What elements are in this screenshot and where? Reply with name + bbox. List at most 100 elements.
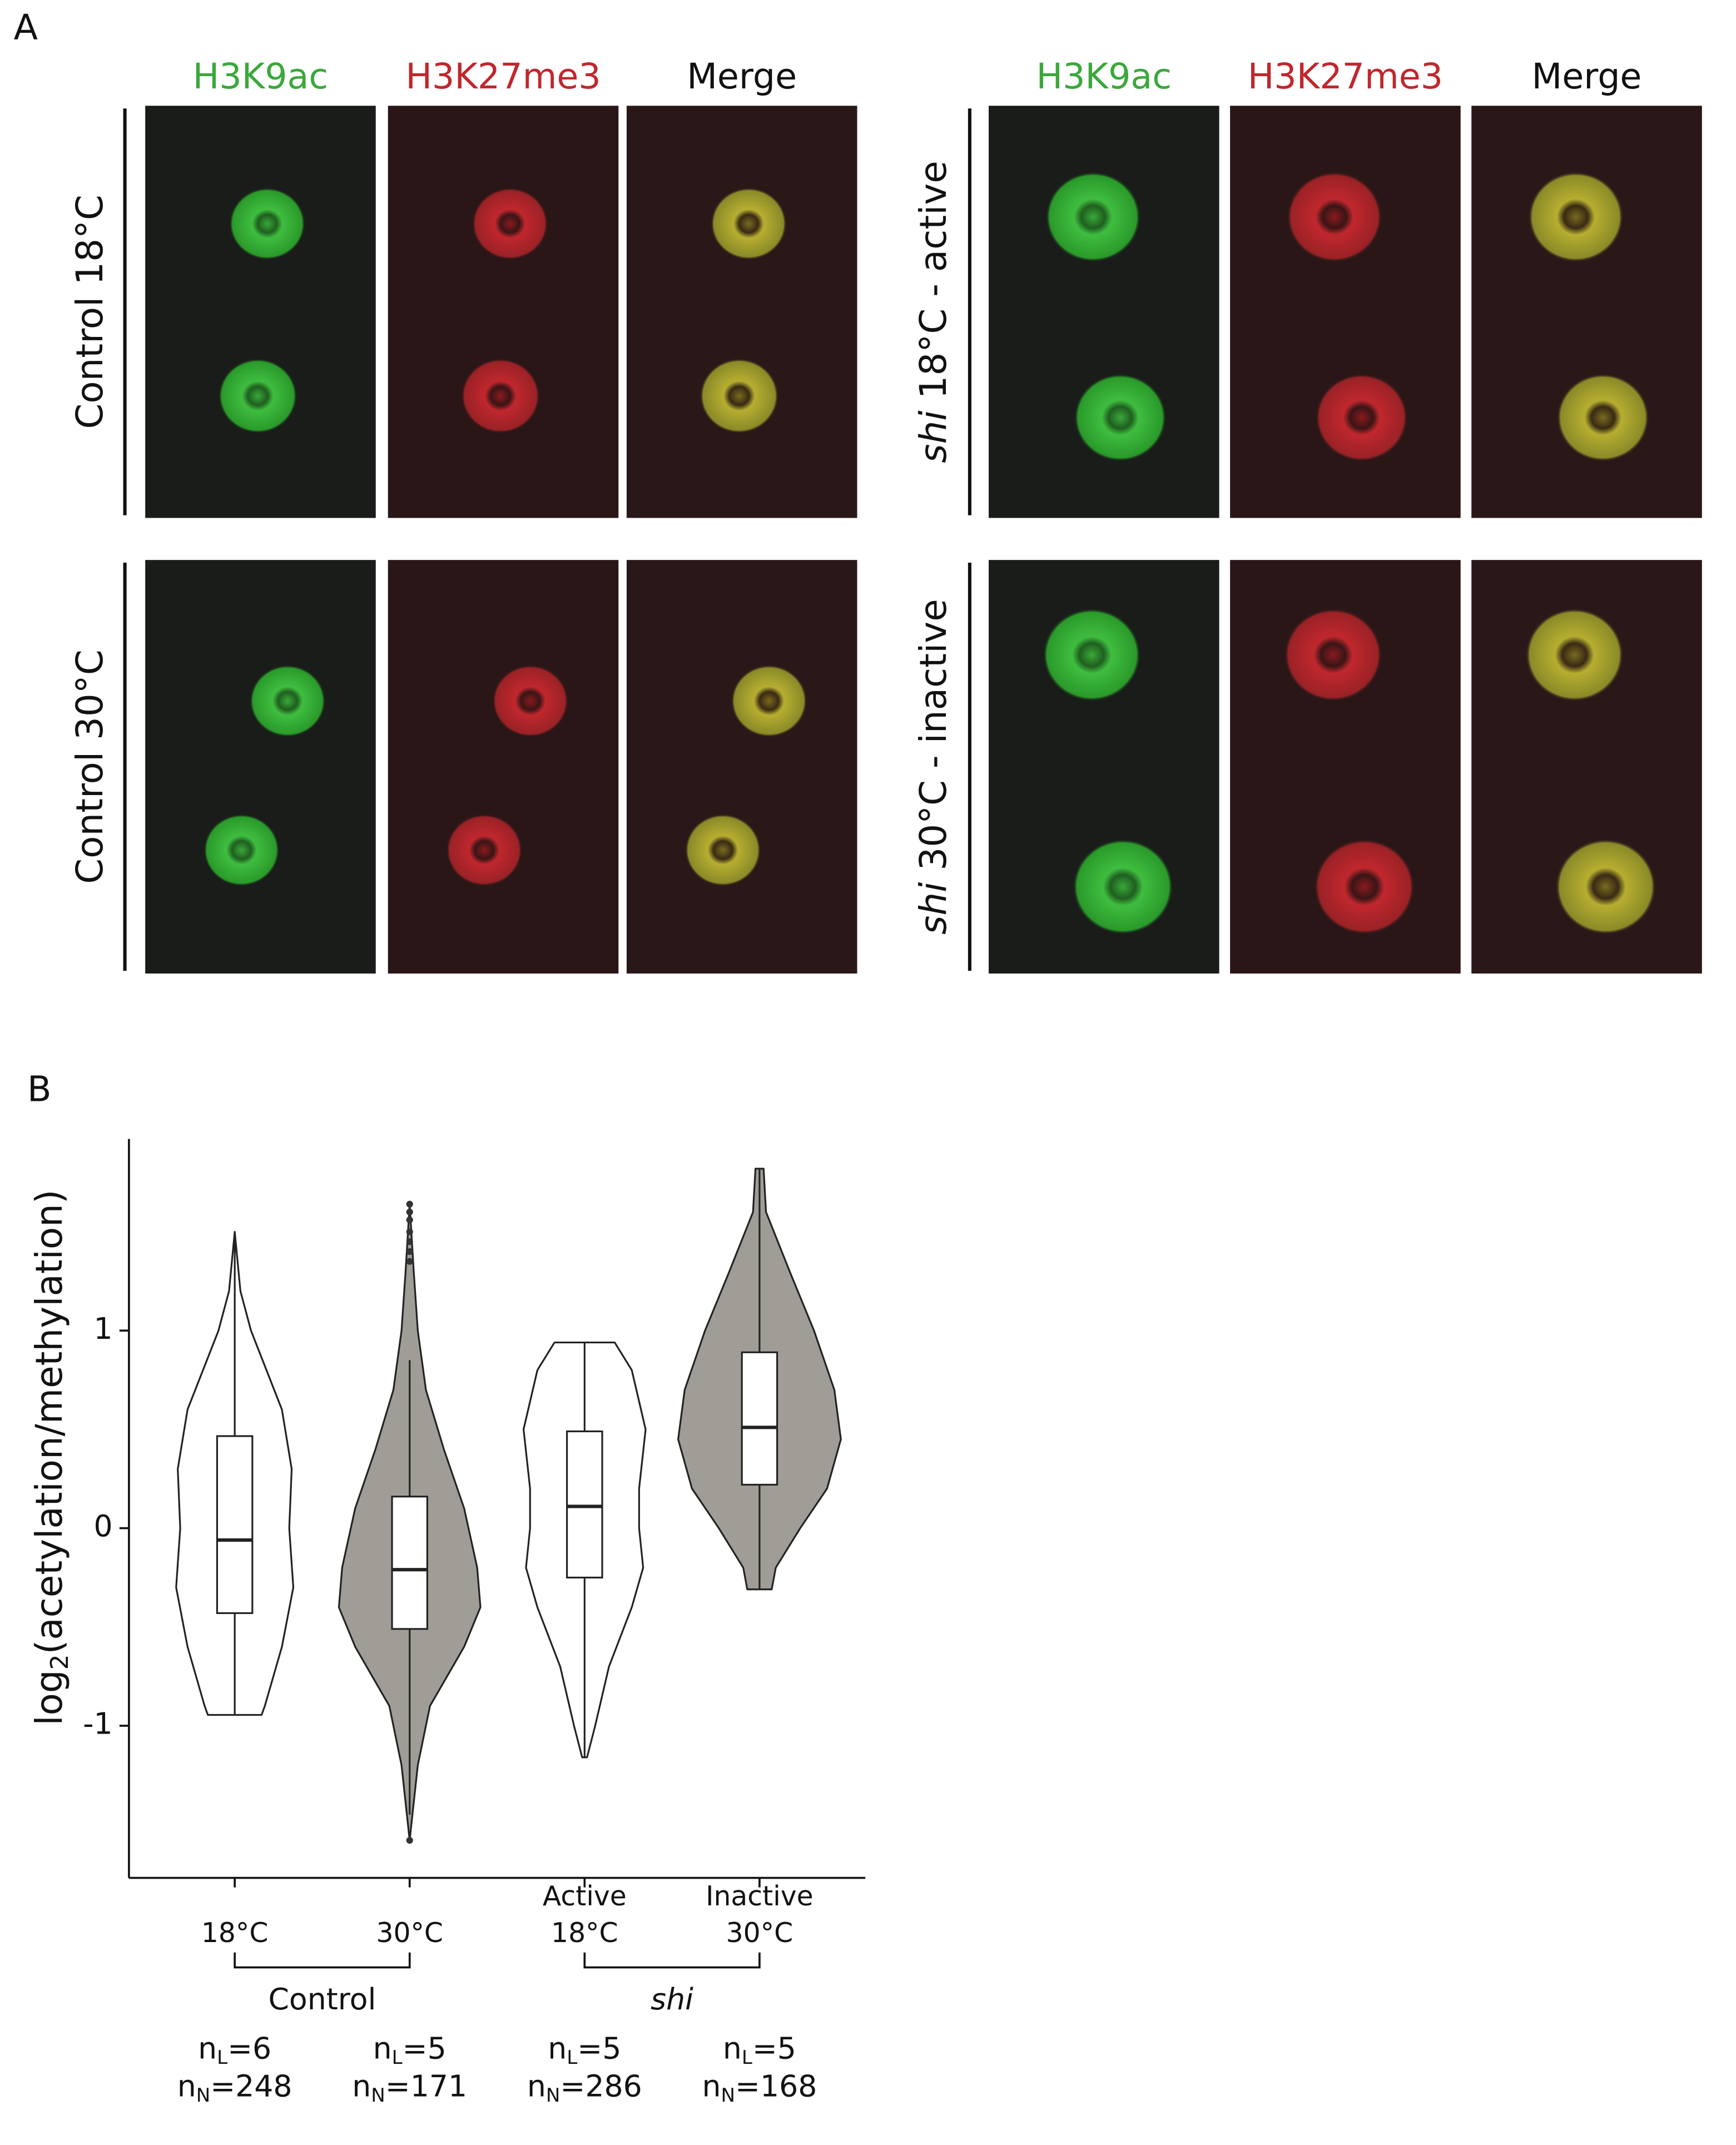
micrograph [388,560,619,974]
n-sub: N [721,2084,735,2107]
x-tick-label: Active 18°C [543,1880,627,1949]
row-label-text: 18°C - active [912,161,955,410]
y-axis-label: log2(acetylation/methylation) [28,1189,74,1725]
x-tick-label: 30°C [376,1917,443,1949]
micrograph [626,106,857,518]
n-equals: = [560,2068,585,2103]
nucleus [249,664,326,737]
x-tick-label: 18°C [201,1917,269,1949]
sample-size-larvae: nL=5 [373,2030,447,2068]
n-equals: = [210,2068,235,2103]
nucleus [461,358,540,434]
outlier [406,1200,413,1208]
nucleus [685,814,761,886]
nucleus [1284,608,1382,702]
row-label-text: 30°C - inactive [912,599,955,882]
outlier [406,1836,413,1844]
y-label-sub: 2 [46,1654,74,1670]
panel-label: A [14,7,38,48]
n-symbol: n [702,2068,721,2103]
nucleus [1556,374,1649,461]
n-equals: = [577,2030,602,2065]
nucleus [472,187,548,260]
n-equals: = [385,2068,410,2103]
box [216,1435,254,1614]
nucleus [1314,839,1415,935]
nucleus [700,358,779,434]
row-label: shi 18°C - active [912,161,955,463]
n-sub: N [371,2084,385,2107]
panel-b: Blog2(acetylation/methylation)-10118°CnL… [27,1069,866,2107]
n-symbol: n [177,2068,196,2103]
nucleus [1045,172,1141,262]
group-bracket [583,1952,761,1969]
box [741,1351,778,1486]
n-equals: = [752,2030,777,2065]
x-tick-label-line: 18°C [551,1917,618,1949]
n-value: 171 [410,2068,467,2103]
micrograph [145,560,376,974]
n-symbol: n [548,2030,567,2065]
column-header: Merge [1532,56,1642,97]
n-sub: L [567,2046,577,2068]
box [566,1430,603,1579]
n-symbol: n [198,2030,217,2065]
outlier [406,1217,413,1224]
row-label-italic: shi [912,882,955,935]
outlier [406,1238,413,1245]
n-symbol: n [723,2030,742,2065]
n-equals: = [227,2030,252,2065]
y-label-main: log [28,1670,71,1725]
y-tick-label: 0 [94,1508,113,1543]
column-header: Merge [687,56,797,97]
n-sub: N [546,2084,561,2107]
panel-a: H3K9ac H3K27me3 Merge Control 18°C Control 3… [68,56,1702,974]
nucleus [1525,608,1624,702]
sample-size-nuclei: nN=248 [177,2068,292,2106]
nucleus [204,814,280,886]
nucleus [1555,839,1656,935]
nucleus [711,187,787,260]
y-tick-label: 1 [94,1311,113,1346]
n-sub: L [742,2046,752,2068]
n-value: 248 [235,2068,292,2103]
n-value: 286 [585,2068,642,2103]
y-tick-label: -1 [83,1706,112,1741]
n-value: 5 [428,2030,447,2065]
nucleus [1315,374,1408,461]
x-tick-label-line: Inactive [706,1880,814,1912]
x-tick-label: Inactive 30°C [706,1880,814,1949]
panel-label: B [27,1069,51,1110]
sample-size-larvae: nL=5 [548,2030,621,2068]
row-label: shi 30°C - inactive [912,599,955,935]
x-tick-label-line: 30°C [726,1917,793,1949]
nucleus [1074,374,1167,461]
sample-size-larvae: nL=5 [723,2030,796,2068]
column-header: H3K27me3 [1248,56,1443,97]
micrograph [145,106,376,518]
n-value: 5 [602,2030,621,2065]
outlier [406,1228,413,1235]
nucleus [229,187,305,260]
n-value: 6 [252,2030,271,2065]
sample-size-nuclei: nN=168 [702,2068,817,2106]
nucleus [1043,608,1141,702]
row-label: Control 30°C [68,649,111,884]
column-header: H3K9ac [193,56,329,97]
n-value: 5 [777,2030,796,2065]
outlier [406,1248,413,1255]
column-header: H3K9ac [1036,56,1172,97]
n-sub: L [217,2046,227,2068]
column-header: H3K27me3 [405,56,601,97]
nucleus [731,664,807,737]
nucleus [1073,839,1173,935]
sample-size-larvae: nL=6 [198,2030,271,2068]
group-label: Control [268,1982,376,2017]
row-label-italic: shi [912,410,955,463]
nucleus [1528,172,1624,262]
nucleus [446,814,523,886]
n-sub: L [392,2046,403,2068]
outlier [406,1208,413,1216]
